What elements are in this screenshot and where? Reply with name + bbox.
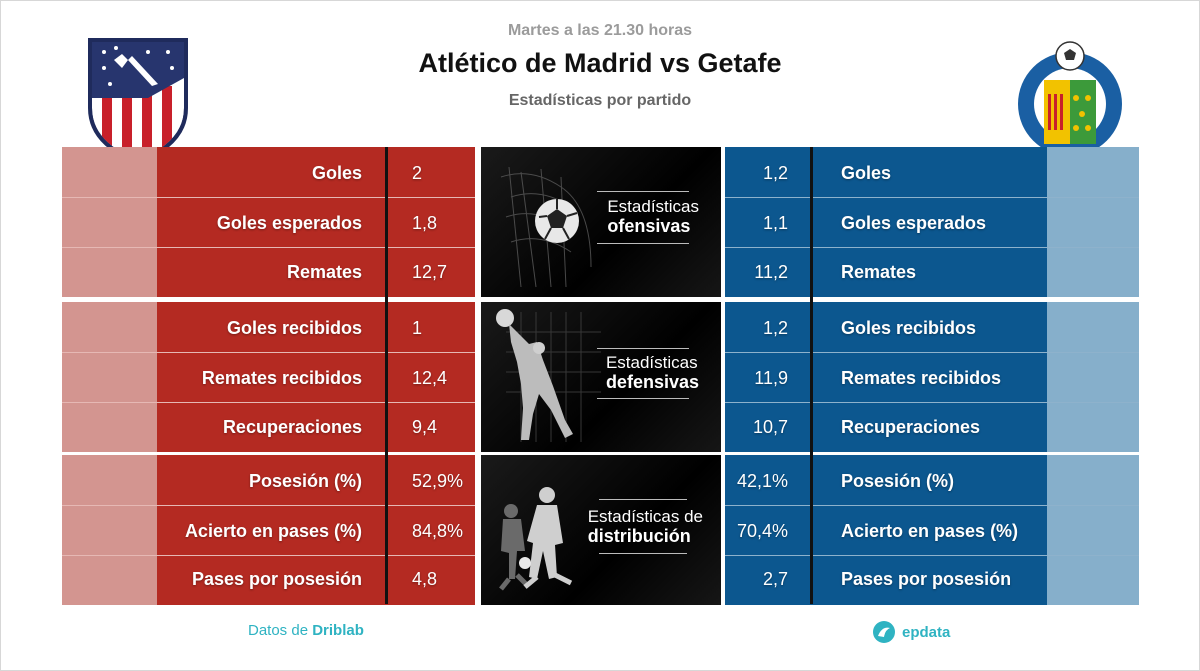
away-main-column	[725, 455, 1047, 605]
home-stat-value: 12,4	[412, 367, 448, 388]
distribution-band: Posesión (%) 52,9% 42,1% Posesión (%) Ac…	[0, 455, 1200, 605]
goalkeeper-icon	[496, 309, 601, 442]
row-divider	[725, 555, 1139, 556]
away-pale-column	[1047, 147, 1139, 297]
panel-subtitle: distribución	[587, 526, 691, 546]
away-stat-label: Goles esperados	[841, 212, 987, 233]
row-divider	[62, 505, 475, 506]
away-stat-value: 42,1%	[736, 470, 788, 491]
home-stat-value: 52,9%	[412, 470, 464, 491]
atletico-crest-icon	[88, 38, 188, 165]
away-stat-value: 11,9	[754, 367, 788, 388]
home-main-column	[157, 302, 475, 452]
brand-logo: epdata	[872, 620, 950, 644]
home-main-column	[157, 147, 475, 297]
panel-rule	[599, 553, 687, 554]
home-stat-label: Pases por posesión	[191, 568, 362, 589]
kickoff-time: Martes a las 21.30 horas	[507, 22, 693, 39]
home-stat-value: 4,8	[412, 568, 438, 589]
home-stat-value: 9,4	[412, 416, 438, 437]
panel-rule	[597, 398, 689, 399]
row-divider	[725, 402, 1139, 403]
panel-subtitle: ofensivas	[607, 216, 691, 236]
away-stat-value: 1,2	[762, 162, 788, 183]
away-stat-label: Remates recibidos	[841, 367, 1002, 388]
brand-name: epdata	[902, 623, 951, 641]
data-source-name: Driblab	[312, 622, 364, 639]
page-title: Atlético de Madrid vs Getafe	[418, 48, 782, 78]
row-divider	[725, 505, 1139, 506]
home-stat-label: Goles recibidos	[226, 317, 362, 338]
away-stat-label: Pases por posesión	[841, 568, 1012, 589]
panel-rule	[597, 243, 689, 244]
row-divider	[62, 402, 475, 403]
away-stat-value: 2,7	[762, 568, 788, 589]
away-stat-label: Goles	[841, 162, 892, 183]
home-stat-label: Remates	[286, 261, 362, 282]
panel-subtitle: defensivas	[605, 372, 699, 392]
away-stat-label: Posesión (%)	[841, 470, 955, 491]
away-main-column	[725, 302, 1047, 452]
row-divider	[725, 197, 1139, 198]
away-stat-label: Remates	[841, 261, 917, 282]
offensive-panel: Estadísticas ofensivas	[481, 147, 721, 297]
panel-rule	[597, 191, 689, 192]
away-stat-label: Acierto en pases (%)	[841, 520, 1019, 541]
home-stat-value: 12,7	[412, 261, 448, 282]
home-stat-value: 1,8	[412, 212, 438, 233]
epdata-logo-icon	[873, 621, 895, 643]
panel-text: Estadísticas ofensivas	[607, 197, 699, 236]
distribution-panel: Estadísticas de distribución	[481, 455, 721, 605]
home-pale-column	[62, 147, 157, 297]
panel-text: Estadísticas de distribución	[588, 507, 703, 546]
offensive-band: Goles 2 1,2 Goles Goles esperados 1,8 1,…	[0, 147, 1200, 297]
players-passing-icon	[499, 487, 573, 591]
away-stat-value: 1,1	[762, 212, 788, 233]
defensive-panel: Estadísticas defensivas	[481, 302, 721, 452]
row-divider	[62, 197, 475, 198]
home-value-divider	[385, 147, 388, 604]
panel-rule	[597, 348, 689, 349]
away-stat-value: 10,7	[752, 416, 788, 437]
row-divider	[725, 247, 1139, 248]
home-stat-label: Remates recibidos	[201, 367, 362, 388]
away-stat-value: 11,2	[754, 261, 788, 282]
row-divider	[62, 352, 475, 353]
away-pale-column	[1047, 455, 1139, 605]
defensive-band: Goles recibidos 1 1,2 Goles recibidos Re…	[0, 302, 1200, 452]
home-stat-value: 1	[412, 317, 423, 338]
page-subtitle: Estadísticas por partido	[508, 92, 692, 109]
row-divider	[62, 555, 475, 556]
panel-title: Estadísticas	[605, 353, 698, 372]
row-divider	[62, 247, 475, 248]
home-pale-column	[62, 455, 157, 605]
home-stat-label: Goles	[311, 162, 362, 183]
away-stat-label: Recuperaciones	[841, 416, 981, 437]
data-source-prefix: Datos de	[248, 622, 309, 639]
panel-title: Estadísticas	[607, 197, 699, 216]
away-stat-label: Goles recibidos	[841, 317, 977, 338]
home-stat-label: Recuperaciones	[222, 416, 362, 437]
home-stat-value: 2	[412, 162, 423, 183]
away-value-divider	[810, 147, 813, 604]
row-divider	[725, 352, 1139, 353]
panel-rule	[599, 499, 687, 500]
home-stat-label: Posesión (%)	[248, 470, 362, 491]
home-stat-value: 84,8%	[412, 520, 464, 541]
home-stat-label: Acierto en pases (%)	[184, 520, 362, 541]
home-stat-label: Goles esperados	[216, 212, 362, 233]
football-net-icon	[500, 166, 592, 288]
away-stat-value: 70,4%	[736, 520, 788, 541]
getafe-crest-icon	[1010, 40, 1130, 158]
away-main-column	[725, 147, 1047, 297]
data-source: Datos de Driblab	[248, 622, 364, 639]
away-stat-value: 1,2	[762, 317, 788, 338]
panel-title: Estadísticas de	[587, 507, 703, 526]
panel-text: Estadísticas defensivas	[606, 353, 699, 392]
home-pale-column	[62, 302, 157, 452]
away-pale-column	[1047, 302, 1139, 452]
home-main-column	[157, 455, 475, 605]
